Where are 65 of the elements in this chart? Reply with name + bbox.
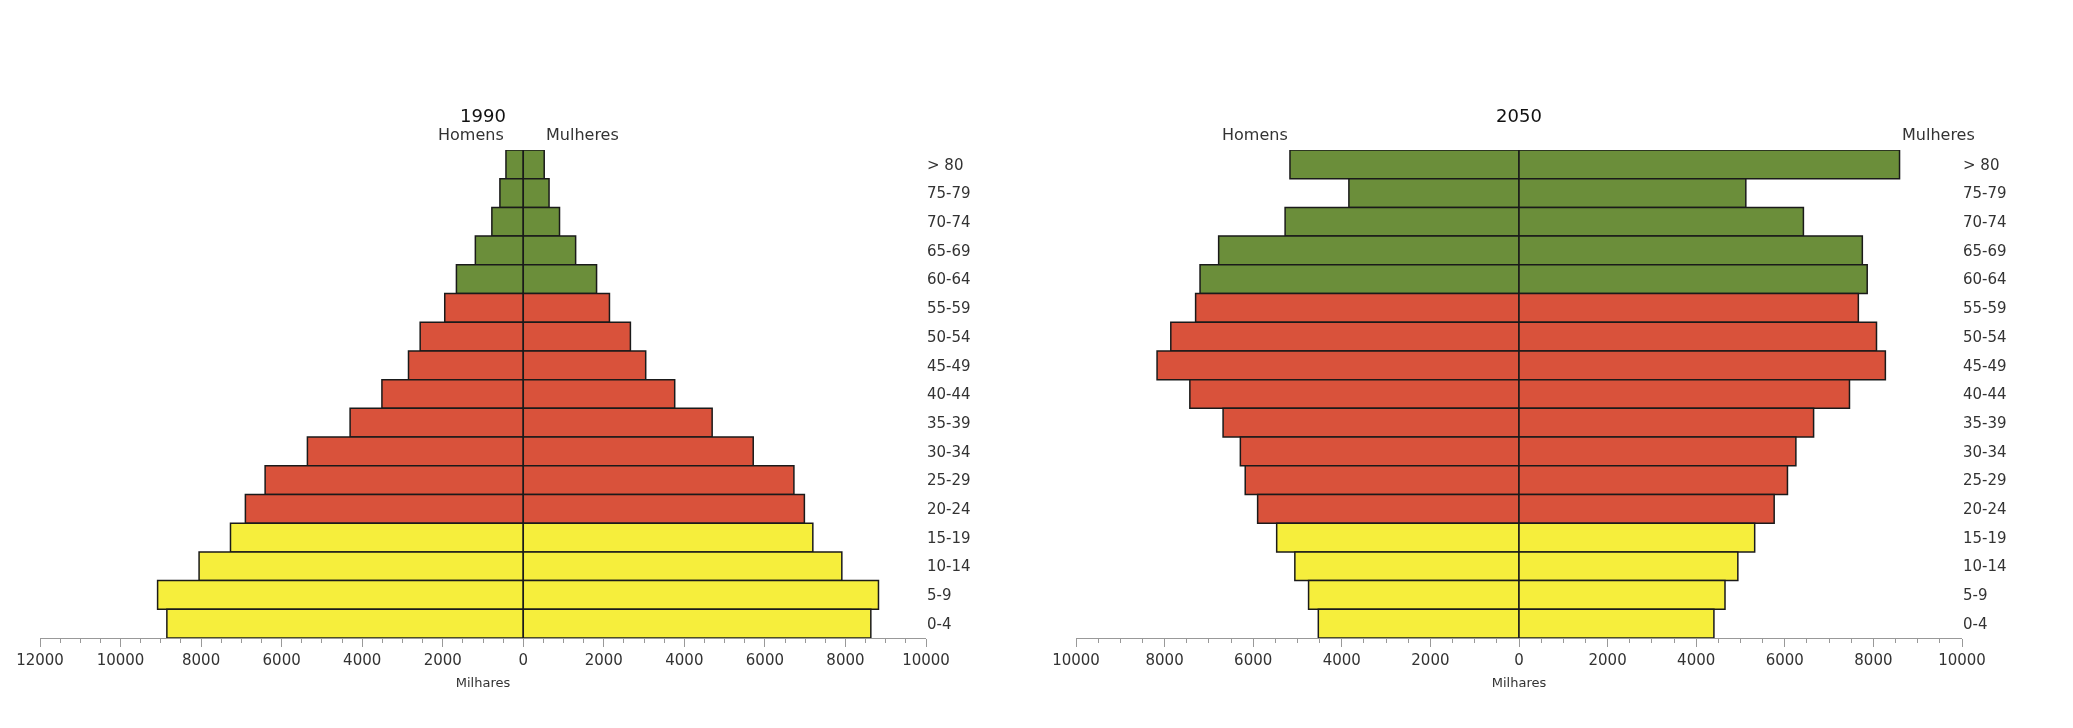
y-tick-label: 0-4 bbox=[1963, 614, 1988, 633]
chart-title: 1990 bbox=[460, 104, 506, 126]
x-tick-label: 10000 bbox=[902, 651, 950, 669]
x-tick-label: 2000 bbox=[1411, 651, 1450, 669]
y-tick-label: 15-19 bbox=[1963, 528, 2007, 547]
y-tick-label: 60-64 bbox=[1963, 270, 2007, 289]
x-tick-label: 8000 bbox=[826, 651, 865, 669]
x-tick-label: 6000 bbox=[1234, 651, 1273, 669]
y-tick-label: 5-9 bbox=[927, 586, 952, 605]
x-tick-label: 4000 bbox=[1322, 651, 1361, 669]
x-tick-label: 2000 bbox=[423, 651, 462, 669]
y-tick-label: 50-54 bbox=[927, 327, 971, 346]
y-tick-label: 35-39 bbox=[927, 413, 971, 432]
x-tick-label: 8000 bbox=[1145, 651, 1184, 669]
y-tick-label: 50-54 bbox=[1963, 327, 2007, 346]
series-label: Homens bbox=[1222, 125, 1288, 144]
x-tick-label: 10000 bbox=[1938, 651, 1986, 669]
x-tick-label: 0 bbox=[1514, 651, 1524, 669]
y-tick-label: 40-44 bbox=[1963, 385, 2007, 404]
y-tick-label: 15-19 bbox=[927, 528, 971, 547]
y-tick-label: > 80 bbox=[927, 155, 964, 174]
y-tick-label: 20-24 bbox=[927, 500, 971, 519]
series-label: Homens bbox=[438, 125, 504, 144]
y-tick-label: 55-59 bbox=[1963, 299, 2007, 318]
x-tick-label: 8000 bbox=[182, 651, 221, 669]
y-tick-label: 30-34 bbox=[927, 442, 971, 461]
y-tick-label: 45-49 bbox=[1963, 356, 2007, 375]
y-tick-label: 0-4 bbox=[927, 614, 952, 633]
x-tick-label: 2000 bbox=[1588, 651, 1627, 669]
y-tick-label: 55-59 bbox=[927, 299, 971, 318]
x-axis-title: Milhares bbox=[455, 675, 511, 690]
x-tick-label: 8000 bbox=[1854, 651, 1893, 669]
x-tick-label: 10000 bbox=[96, 651, 145, 669]
y-tick-label: 30-34 bbox=[1963, 442, 2007, 461]
y-tick-label: 5-9 bbox=[1963, 586, 1988, 605]
x-tick-label: 4000 bbox=[665, 651, 704, 669]
y-tick-label: 65-69 bbox=[927, 241, 971, 260]
y-tick-label: 40-44 bbox=[927, 385, 971, 404]
series-label: Mulheres bbox=[546, 125, 619, 144]
y-tick-label: 75-79 bbox=[1963, 184, 2007, 203]
y-tick-label: 25-29 bbox=[927, 471, 971, 490]
x-tick-label: 4000 bbox=[1677, 651, 1716, 669]
x-tick-label: 0 bbox=[518, 651, 529, 669]
chart-title: 2050 bbox=[1496, 104, 1542, 126]
x-tick-label: 6000 bbox=[1765, 651, 1804, 669]
x-axis-title: Milhares bbox=[1491, 675, 1547, 690]
x-tick-label: 6000 bbox=[262, 651, 301, 669]
y-tick-label: 10-14 bbox=[927, 557, 971, 576]
x-tick-label: 4000 bbox=[343, 651, 382, 669]
y-tick-label: 60-64 bbox=[927, 270, 971, 289]
y-tick-label: 65-69 bbox=[1963, 241, 2007, 260]
y-tick-label: 45-49 bbox=[927, 356, 971, 375]
y-tick-label: 70-74 bbox=[1963, 213, 2007, 232]
y-tick-label: 35-39 bbox=[1963, 413, 2007, 432]
x-tick-label: 10000 bbox=[1052, 651, 1100, 669]
x-tick-label: 6000 bbox=[745, 651, 784, 669]
y-tick-label: 25-29 bbox=[1963, 471, 2007, 490]
y-tick-label: 10-14 bbox=[1963, 557, 2007, 576]
x-tick-label: 2000 bbox=[584, 651, 623, 669]
y-tick-label: 75-79 bbox=[927, 184, 971, 203]
x-tick-label: 12000 bbox=[16, 651, 64, 669]
y-tick-label: > 80 bbox=[1963, 155, 2000, 174]
y-tick-label: 70-74 bbox=[927, 213, 971, 232]
series-label: Mulheres bbox=[1902, 125, 1975, 144]
y-tick-label: 20-24 bbox=[1963, 500, 2007, 519]
